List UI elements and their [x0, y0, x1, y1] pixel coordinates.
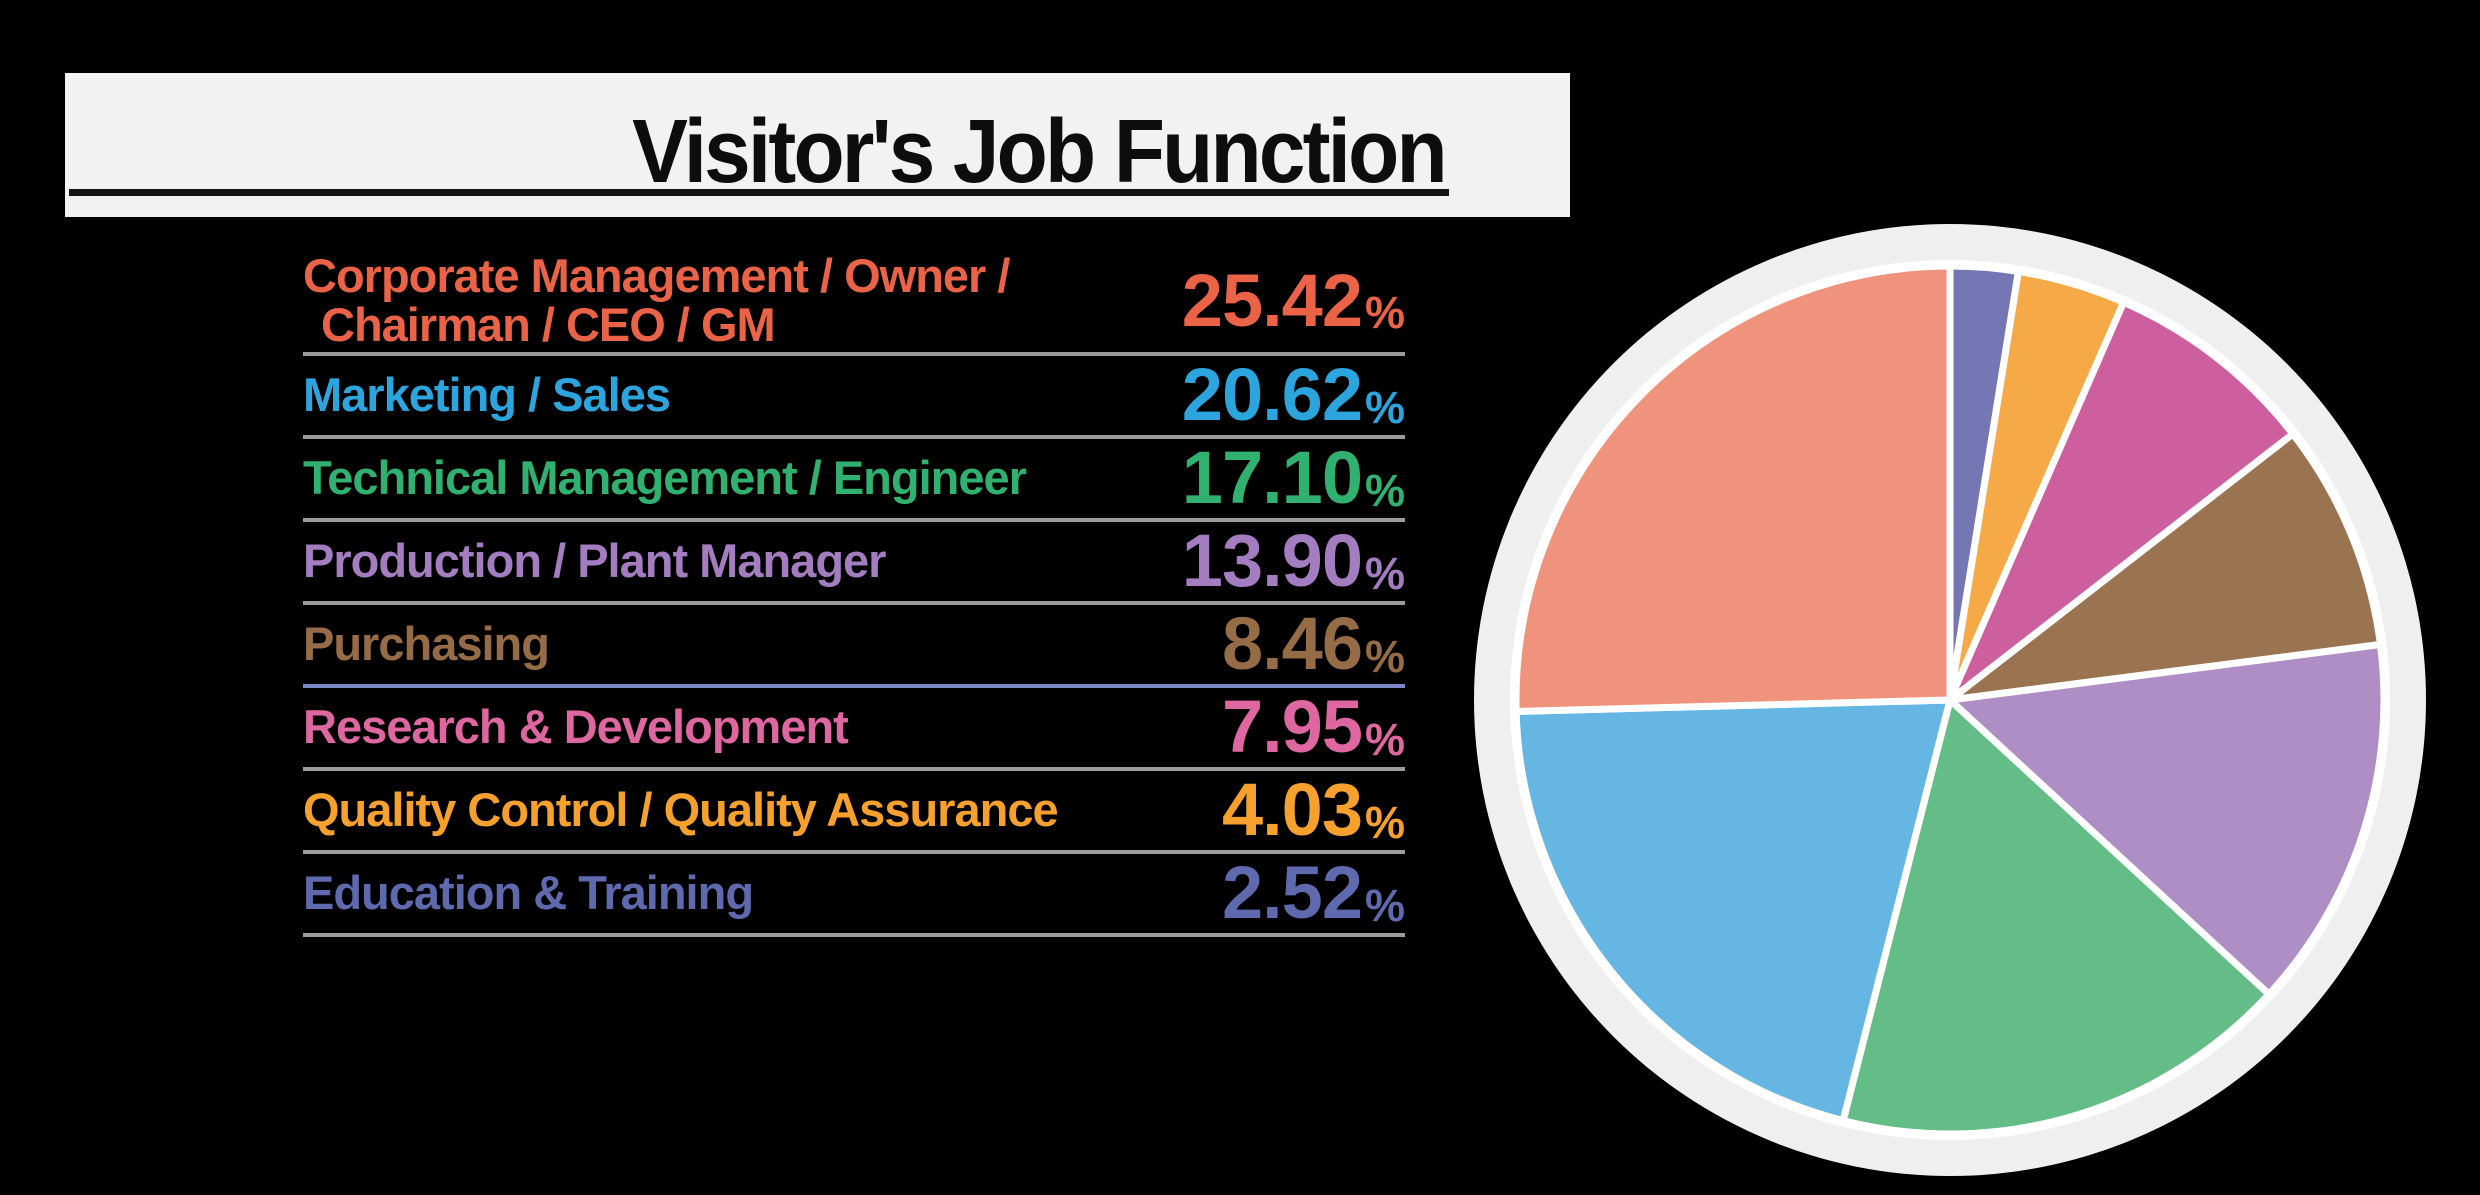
legend-row-label: Corporate Management / Owner / Chairman …: [303, 249, 1010, 351]
legend-row-value: 2.52 %: [1221, 851, 1405, 935]
label-line-1: Corporate Management / Owner /: [303, 249, 1010, 303]
legend-row-value: 20.62 %: [1181, 353, 1405, 437]
legend-row-label: Quality Control / Quality Assurance: [303, 783, 1059, 837]
legend-row-value: 25.42 %: [1181, 258, 1405, 342]
pie-slice-marketing-sales: [1512, 696, 1954, 1125]
percent-value: 20.62: [1181, 353, 1363, 437]
legend-row-value: 13.90 %: [1181, 519, 1405, 603]
percent-value: 17.10: [1181, 436, 1363, 520]
title-banner: Visitor's Job Function: [65, 73, 1570, 217]
pie-slice-corporate-management-owner-chairman-ceo-gm: [1512, 262, 1954, 715]
percent-value: 7.95: [1221, 685, 1363, 769]
legend-row: Education & Training 2.52 %: [303, 854, 1405, 937]
legend-row-value: 17.10 %: [1181, 436, 1405, 520]
percent-sign: %: [1364, 713, 1405, 765]
legend-row-value: 7.95 %: [1221, 685, 1405, 769]
legend-row: Marketing / Sales 20.62 %: [303, 356, 1405, 439]
percent-sign: %: [1364, 287, 1405, 339]
label-line-2: Chairman / CEO / GM: [321, 298, 776, 351]
legend-row: Corporate Management / Owner / Chairman …: [303, 250, 1405, 356]
legend-table: Corporate Management / Owner / Chairman …: [303, 250, 1405, 937]
percent-sign: %: [1364, 630, 1405, 682]
legend-row: Purchasing 8.46 %: [303, 605, 1405, 688]
pie-chart: [1474, 224, 2426, 1176]
legend-row-label: Marketing / Sales: [303, 368, 671, 422]
title-underline: [69, 189, 1449, 196]
pie-slice-research-development: [1946, 298, 2297, 704]
legend-row: Technical Management / Engineer 17.10 %: [303, 439, 1405, 522]
legend-row: Quality Control / Quality Assurance 4.03…: [303, 771, 1405, 854]
percent-value: 8.46: [1221, 602, 1363, 686]
percent-value: 2.52: [1221, 851, 1363, 935]
percent-value: 4.03: [1221, 768, 1363, 852]
page-title: Visitor's Job Function: [632, 102, 1447, 202]
legend-row-label: Production / Plant Manager: [303, 534, 886, 588]
pie-slices: [1512, 262, 2388, 1138]
pie-slice-production-plant-manager: [1946, 641, 2388, 998]
legend-row-label: Purchasing: [303, 617, 550, 671]
legend-row-label: Technical Management / Engineer: [303, 451, 1027, 505]
percent-value: 25.42: [1181, 258, 1363, 342]
percent-sign: %: [1364, 464, 1405, 516]
percent-value: 13.90: [1181, 519, 1363, 603]
legend-row-value: 4.03 %: [1221, 768, 1405, 852]
legend-row: Production / Plant Manager 13.90 %: [303, 522, 1405, 605]
percent-sign: %: [1364, 796, 1405, 848]
legend-row-label: Education & Training: [303, 866, 754, 920]
pie-slice-purchasing: [1946, 430, 2384, 704]
legend-row-value: 8.46 %: [1221, 602, 1405, 686]
pie-slice-technical-management-engineer: [1839, 696, 2273, 1138]
legend-row: Research & Development 7.95 %: [303, 688, 1405, 771]
percent-sign: %: [1364, 381, 1405, 433]
percent-sign: %: [1364, 547, 1405, 599]
percent-sign: %: [1364, 879, 1405, 931]
legend-row-label: Research & Development: [303, 700, 849, 754]
